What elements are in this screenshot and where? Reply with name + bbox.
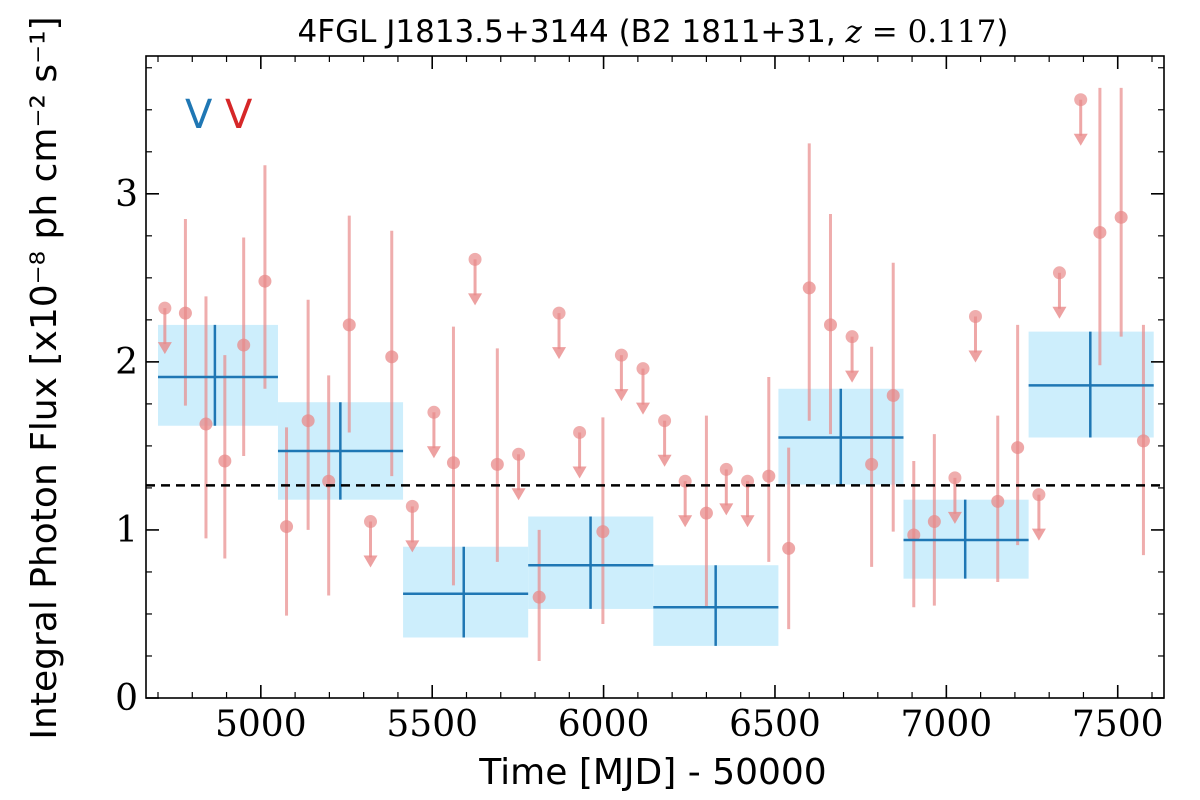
- monthly-point: [596, 525, 610, 539]
- upper-limit-arrow: [1073, 133, 1088, 146]
- monthly-point: [1011, 441, 1025, 455]
- upper-limit-arrow: [572, 466, 587, 479]
- monthly-point: [258, 274, 272, 288]
- upper-limit-arrow: [511, 488, 526, 501]
- monthly-point: [178, 306, 192, 320]
- monthly-point: [865, 457, 879, 471]
- long-bin-flux-points: [157, 324, 1154, 646]
- x-tick-label: 5000: [215, 704, 307, 745]
- monthly-point: [886, 388, 900, 402]
- upper-limit-arrow: [363, 555, 378, 568]
- monthly-point: [1093, 225, 1107, 239]
- x-tick-label: 7500: [1072, 704, 1164, 745]
- upper-limit-point: [968, 309, 982, 323]
- upper-limit-arrow: [719, 503, 734, 516]
- upper-limit-arrow: [636, 402, 651, 415]
- upper-limit-point: [948, 471, 962, 485]
- y-tick-label: 2: [115, 342, 138, 383]
- monthly-point: [1114, 210, 1128, 224]
- upper-limit-arrow: [157, 342, 172, 355]
- monthly-point: [991, 494, 1005, 508]
- upper-limit-point: [1052, 266, 1066, 280]
- upper-limit-point: [552, 306, 566, 320]
- variability-flag-blue: V: [185, 92, 213, 138]
- monthly-point: [907, 528, 921, 542]
- variability-flag-red: V: [225, 92, 253, 138]
- monthly-point: [385, 350, 399, 364]
- monthly-point: [199, 417, 213, 431]
- upper-limit-point: [158, 301, 172, 315]
- y-tick-label: 3: [115, 174, 138, 215]
- monthly-point: [446, 456, 460, 470]
- upper-limit-point: [1032, 488, 1046, 502]
- bin-uncertainty-box: [403, 546, 529, 638]
- monthly-point: [342, 318, 356, 332]
- upper-limit-arrow: [552, 347, 567, 360]
- upper-limit-point: [405, 499, 419, 513]
- upper-limit-arrow: [968, 350, 983, 363]
- monthly-point: [280, 520, 294, 534]
- monthly-flux-points: [157, 87, 1150, 662]
- x-tick-label: 5500: [386, 704, 478, 745]
- upper-limit-arrow: [405, 540, 420, 553]
- monthly-point: [301, 414, 315, 428]
- upper-limit-point: [636, 362, 650, 376]
- upper-limit-point: [364, 515, 378, 529]
- upper-limit-point: [427, 405, 441, 419]
- x-axis-label: Time [MJD] - 50000: [478, 752, 826, 793]
- upper-limit-arrow: [845, 370, 860, 383]
- upper-limit-arrow: [1052, 306, 1067, 319]
- monthly-point: [699, 506, 713, 520]
- y-tick-label: 0: [115, 678, 138, 719]
- monthly-point: [802, 281, 816, 295]
- x-tick-label: 7000: [901, 704, 993, 745]
- x-tick-label: 6500: [729, 704, 821, 745]
- upper-limit-point: [1074, 93, 1088, 107]
- upper-limit-point: [512, 447, 526, 461]
- upper-limit-arrow: [1031, 528, 1046, 541]
- bin-uncertainty-box: [157, 324, 278, 426]
- upper-limit-point: [468, 252, 482, 266]
- upper-limit-arrow: [468, 293, 483, 306]
- chart-title: 4FGL J1813.5+3144 (B2 1811+31, z = 0.117…: [298, 14, 1009, 50]
- y-axis-label: Integral Photon Flux [x10⁻⁸ ph cm⁻² s⁻¹]: [24, 16, 65, 739]
- monthly-point: [218, 454, 232, 468]
- x-tick-label: 6000: [558, 704, 650, 745]
- monthly-point: [823, 318, 837, 332]
- monthly-point: [490, 457, 504, 471]
- axis-ticks: 5000 5500 6000 6500 7000 7500 0 1 2 3: [115, 56, 1164, 745]
- monthly-point: [782, 541, 796, 555]
- monthly-point: [762, 469, 776, 483]
- y-tick-label: 1: [115, 510, 138, 551]
- upper-limit-point: [845, 330, 859, 344]
- monthly-point: [237, 338, 251, 352]
- upper-limit-arrow: [657, 454, 672, 467]
- upper-limit-arrow: [947, 511, 962, 524]
- upper-limit-arrow: [426, 446, 441, 459]
- plot-frame: [145, 55, 1165, 699]
- upper-limit-arrow: [678, 515, 693, 528]
- upper-limit-point: [719, 462, 733, 476]
- upper-limit-point: [658, 414, 672, 428]
- upper-limit-arrow: [614, 389, 629, 402]
- upper-limit-point: [614, 348, 628, 362]
- monthly-point: [532, 590, 546, 604]
- monthly-point: [927, 515, 941, 529]
- upper-limit-point: [573, 425, 587, 439]
- upper-limit-arrow: [740, 515, 755, 528]
- monthly-point: [1136, 434, 1150, 448]
